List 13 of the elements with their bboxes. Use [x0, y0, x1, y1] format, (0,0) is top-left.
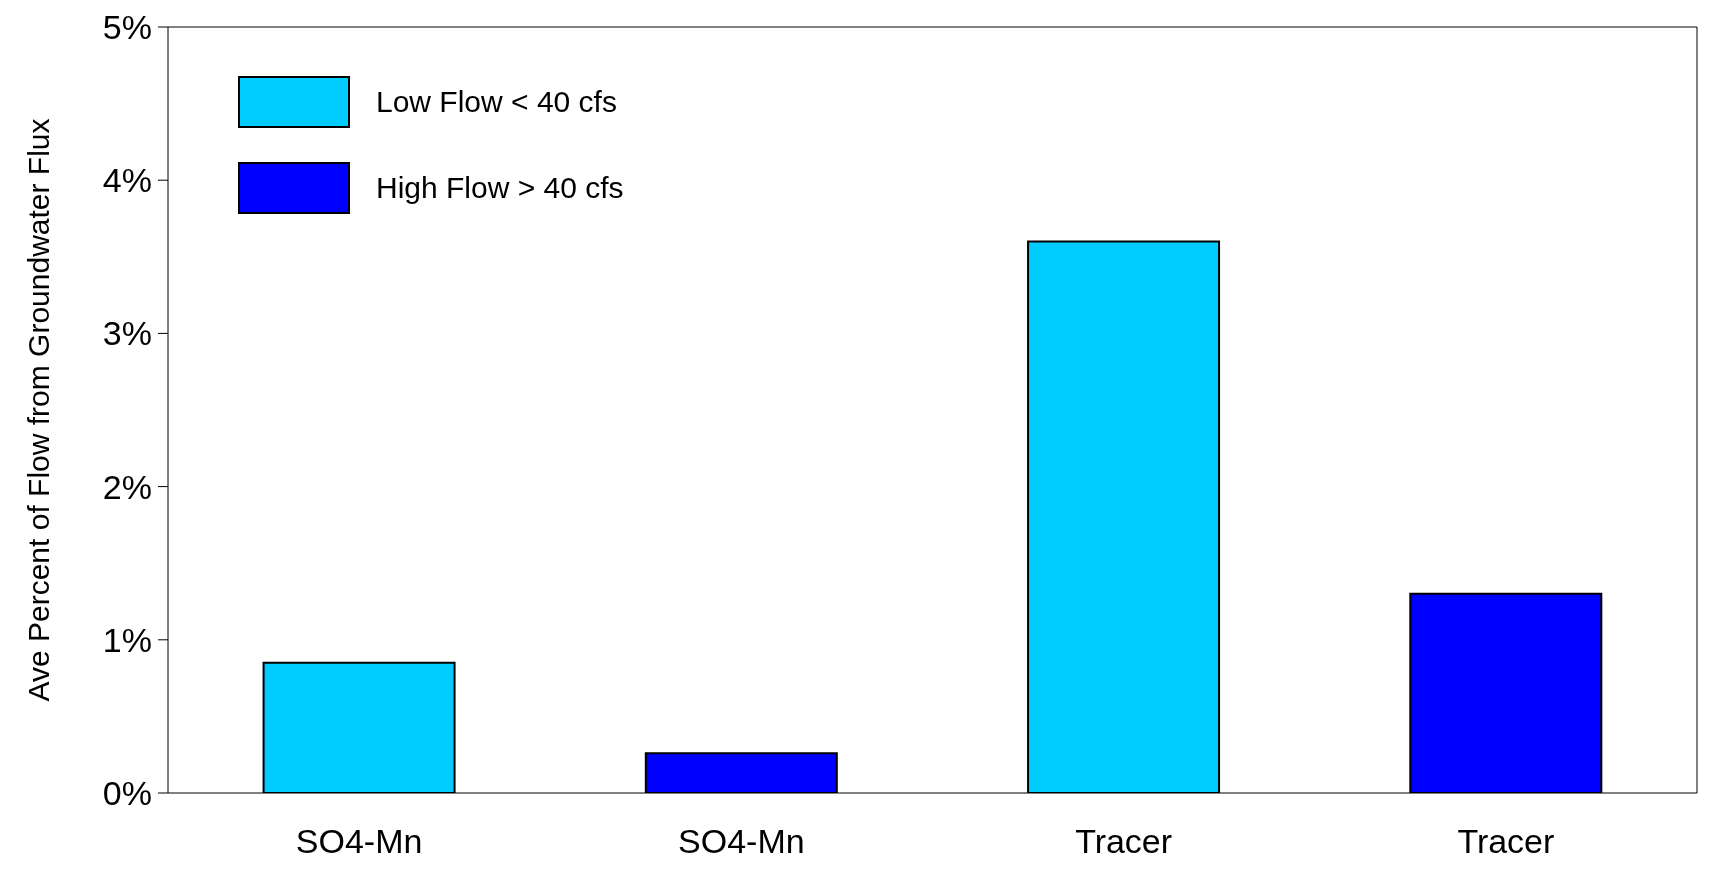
y-tick-label: 3% [102, 314, 152, 353]
legend-label: Low Flow < 40 cfs [376, 85, 617, 119]
x-tick-label: SO4-Mn [295, 822, 423, 861]
y-tick-label: 2% [102, 467, 152, 506]
y-tick-label: 4% [102, 161, 152, 200]
legend-label: High Flow > 40 cfs [376, 171, 624, 205]
x-tick-label: Tracer [1457, 822, 1555, 861]
y-axis-title: Ave Percent of Flow from Groundwater Flux [21, 118, 55, 702]
y-tick-label: 1% [102, 620, 152, 659]
y-tick-label: 5% [102, 8, 152, 47]
y-tick-label: 0% [102, 774, 152, 813]
x-tick-label: SO4-Mn [678, 822, 805, 861]
x-tick-label: Tracer [1075, 822, 1173, 861]
